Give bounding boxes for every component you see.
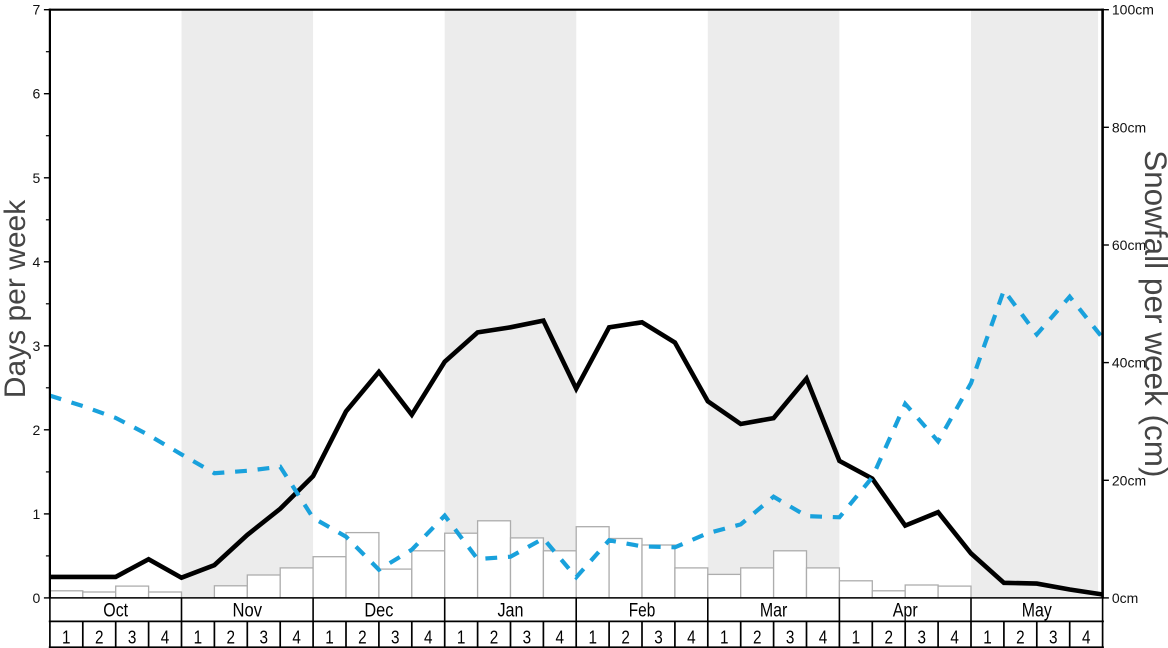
svg-text:40cm: 40cm xyxy=(1112,355,1146,371)
svg-text:7: 7 xyxy=(33,2,41,18)
svg-text:3: 3 xyxy=(654,627,663,647)
svg-text:2: 2 xyxy=(95,627,104,647)
svg-text:Nov: Nov xyxy=(233,600,263,621)
svg-text:Mar: Mar xyxy=(760,600,788,621)
svg-text:4: 4 xyxy=(161,627,170,647)
svg-text:5: 5 xyxy=(33,170,41,186)
svg-text:2: 2 xyxy=(227,627,236,647)
svg-text:4: 4 xyxy=(950,627,959,647)
svg-text:1: 1 xyxy=(62,627,71,647)
svg-text:Days per week: Days per week xyxy=(0,199,32,398)
svg-text:2: 2 xyxy=(1016,627,1025,647)
svg-text:1: 1 xyxy=(720,627,729,647)
svg-text:1: 1 xyxy=(852,627,861,647)
svg-text:2: 2 xyxy=(490,627,499,647)
svg-text:4: 4 xyxy=(33,254,41,270)
svg-text:3: 3 xyxy=(33,338,41,354)
svg-text:100cm: 100cm xyxy=(1112,2,1154,18)
svg-text:Oct: Oct xyxy=(103,600,128,621)
svg-text:1: 1 xyxy=(194,627,203,647)
svg-text:4: 4 xyxy=(292,627,301,647)
svg-text:20cm: 20cm xyxy=(1112,472,1146,488)
svg-text:0cm: 0cm xyxy=(1112,590,1138,606)
svg-text:2: 2 xyxy=(621,627,630,647)
svg-text:2: 2 xyxy=(358,627,367,647)
svg-text:Feb: Feb xyxy=(629,600,656,621)
svg-text:3: 3 xyxy=(1049,627,1058,647)
svg-text:1: 1 xyxy=(588,627,597,647)
svg-text:3: 3 xyxy=(786,627,795,647)
svg-text:3: 3 xyxy=(523,627,532,647)
svg-text:Dec: Dec xyxy=(364,600,393,621)
svg-text:3: 3 xyxy=(259,627,268,647)
svg-text:2: 2 xyxy=(885,627,894,647)
svg-text:4: 4 xyxy=(687,627,696,647)
svg-text:3: 3 xyxy=(917,627,926,647)
svg-text:2: 2 xyxy=(33,422,41,438)
svg-text:80cm: 80cm xyxy=(1112,119,1146,135)
svg-text:Snowfall per week (cm): Snowfall per week (cm) xyxy=(1138,150,1168,477)
svg-text:4: 4 xyxy=(1082,627,1091,647)
svg-text:1: 1 xyxy=(325,627,334,647)
svg-text:3: 3 xyxy=(128,627,137,647)
svg-text:60cm: 60cm xyxy=(1112,237,1146,253)
svg-text:May: May xyxy=(1022,600,1052,621)
svg-text:4: 4 xyxy=(819,627,828,647)
svg-text:Apr: Apr xyxy=(893,600,919,621)
svg-text:1: 1 xyxy=(33,506,41,522)
svg-text:3: 3 xyxy=(391,627,400,647)
svg-text:1: 1 xyxy=(983,627,992,647)
svg-text:4: 4 xyxy=(556,627,565,647)
svg-text:Jan: Jan xyxy=(498,600,524,621)
svg-text:0: 0 xyxy=(33,590,41,606)
svg-text:2: 2 xyxy=(753,627,762,647)
svg-text:6: 6 xyxy=(33,86,41,102)
svg-text:1: 1 xyxy=(457,627,466,647)
svg-text:4: 4 xyxy=(424,627,433,647)
